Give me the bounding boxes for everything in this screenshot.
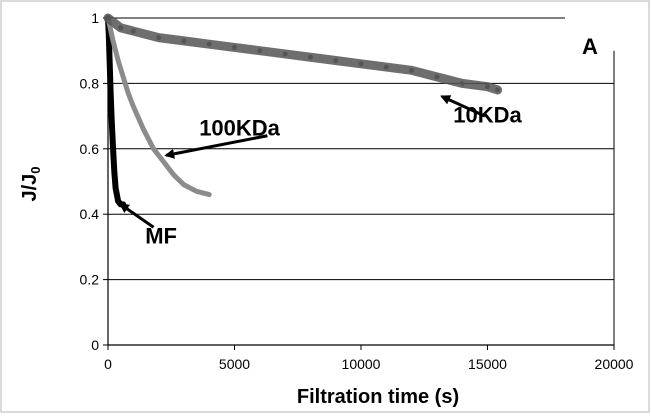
data-point-10KDa-17: [495, 87, 501, 93]
data-point-10KDa-11: [358, 61, 364, 67]
data-series: [103, 13, 503, 208]
data-point-MF-8: [116, 199, 121, 204]
data-point-10KDa-6: [232, 44, 237, 50]
data-point-10KDa-7: [257, 48, 263, 54]
data-point-MF-2: [107, 55, 112, 60]
x-tick-label-1: 5000: [219, 356, 250, 372]
data-point-10KDa-3: [156, 35, 162, 41]
data-point-10KDa-16: [485, 84, 490, 90]
y-axis-title-group: J/J0: [19, 166, 43, 201]
annotation-arrow-100KDa: [164, 134, 268, 159]
series-10KDa: [103, 13, 503, 95]
y-axis-title-subscript: 0: [28, 166, 43, 173]
data-point-100KDa-7: [151, 146, 156, 151]
data-point-10KDa-0: [105, 15, 111, 21]
panel-label: A: [582, 34, 598, 59]
y-tick-label-2: 0.4: [80, 206, 100, 222]
data-point-100KDa-2: [116, 58, 121, 63]
data-point-100KDa-12: [207, 192, 212, 197]
data-point-10KDa-9: [307, 54, 313, 60]
x-tick-label-0: 0: [104, 356, 112, 372]
data-point-100KDa-11: [194, 189, 199, 194]
data-point-10KDa-2: [130, 28, 136, 34]
x-tick-label-2: 10000: [342, 356, 381, 372]
data-point-MF-7: [113, 186, 118, 191]
data-point-10KDa-13: [409, 67, 415, 73]
x-tick-label-4: 20000: [595, 356, 634, 372]
data-point-10KDa-12: [383, 64, 389, 70]
data-point-100KDa-5: [131, 104, 136, 109]
y-tick-label-4: 0.8: [80, 75, 100, 91]
data-point-100KDa-1: [111, 38, 116, 43]
data-point-10KDa-10: [333, 58, 339, 64]
y-tick-label-1: 0.2: [80, 272, 100, 288]
data-point-10KDa-5: [206, 41, 212, 47]
tick-labels: 0 0.2 0.4 0.6 0.8 1 0 5000 10000 15000 20000: [80, 10, 634, 372]
data-point-10KDa-4: [181, 38, 187, 44]
data-point-10KDa-1: [118, 25, 124, 31]
x-tick-label-3: 15000: [468, 356, 507, 372]
annotation-arrow-10KDa: [440, 95, 486, 118]
data-point-10KDa-15: [459, 80, 465, 86]
data-point-100KDa-4: [126, 91, 131, 96]
y-tick-label-5: 1: [91, 10, 99, 26]
y-tick-label-0: 0: [91, 337, 99, 353]
x-axis-title: Filtration time (s): [297, 386, 459, 408]
data-point-100KDa-6: [141, 127, 146, 132]
data-point-MF-3: [108, 87, 113, 92]
data-point-MF-4: [109, 120, 114, 125]
data-point-10KDa-14: [434, 74, 440, 80]
axes: [103, 17, 615, 350]
data-point-10KDa-8: [282, 51, 288, 57]
data-point-MF-5: [111, 146, 116, 151]
data-point-100KDa-10: [181, 182, 186, 187]
series-line-10KDa: [103, 13, 503, 95]
annotation-label-100KDa: 100KDa: [199, 116, 280, 141]
annotation-label-MF: MF: [145, 224, 177, 249]
data-point-100KDa-8: [161, 159, 166, 164]
annotation-arrow-MF: [119, 203, 155, 229]
data-point-100KDa-9: [171, 172, 176, 177]
y-axis-title: J/J0: [19, 166, 43, 201]
y-axis-title-main: J/J: [19, 174, 41, 202]
data-point-MF-6: [112, 169, 117, 174]
data-point-100KDa-3: [121, 74, 126, 79]
y-tick-label-3: 0.6: [80, 141, 100, 157]
